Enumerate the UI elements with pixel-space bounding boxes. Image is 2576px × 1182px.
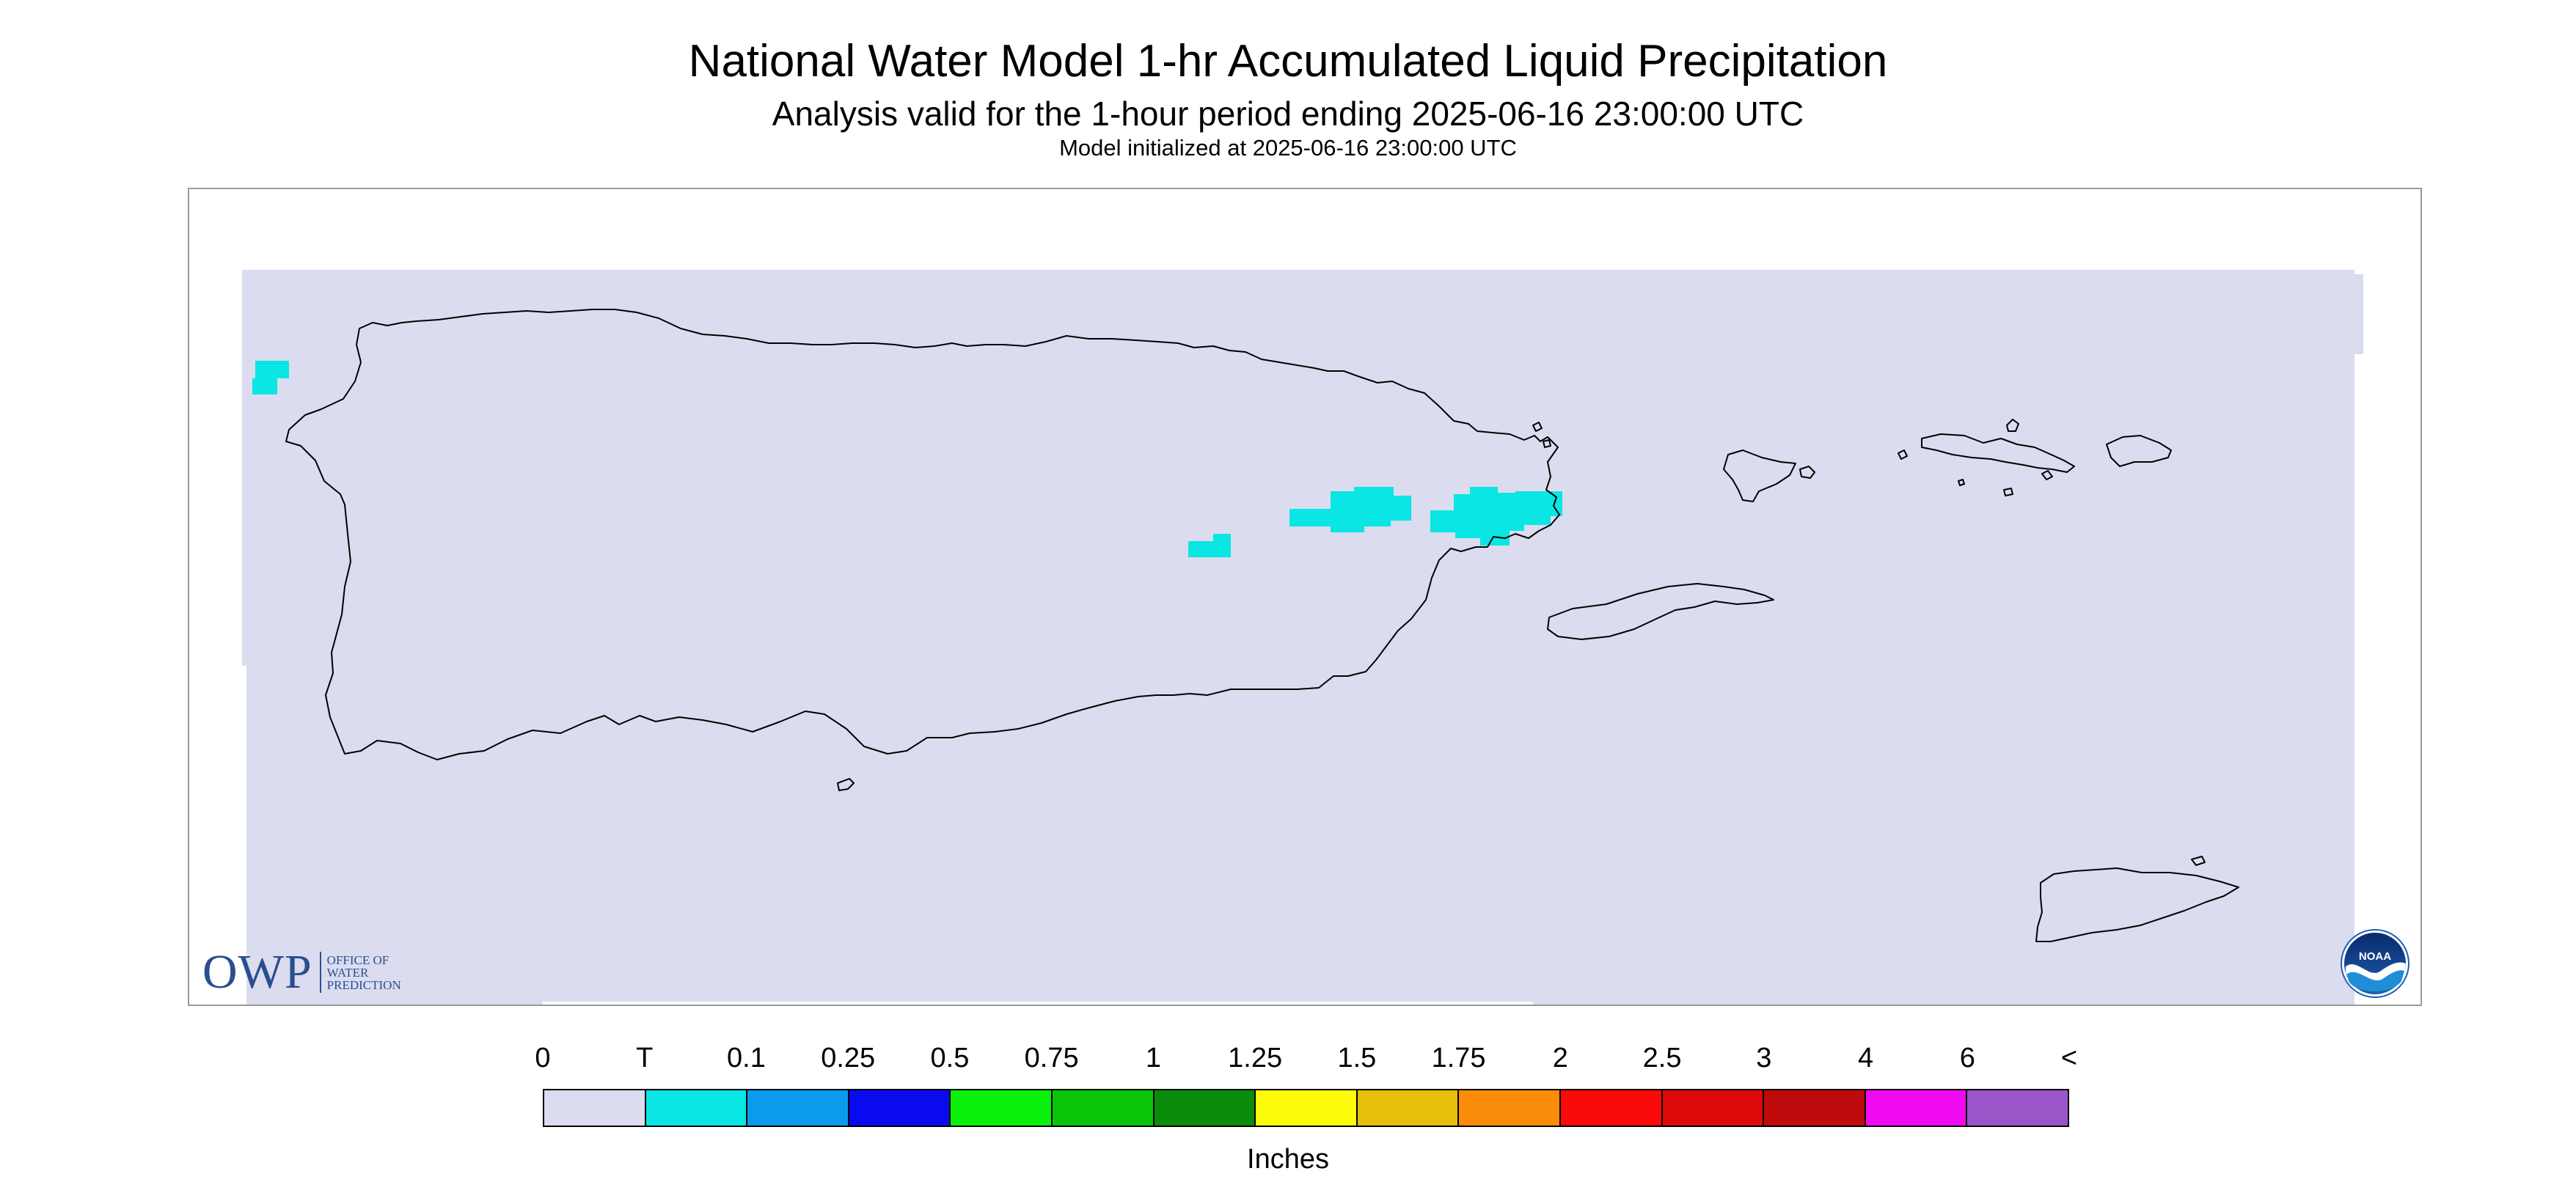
map-subtitle: Analysis valid for the 1-hour period end… [772,95,1804,133]
colorbar-tick-label: 4 [1857,1043,1874,1073]
precipitation-colorbar [543,1089,2069,1127]
colorbar-swatch [1865,1090,1968,1126]
colorbar-tick-label: 2 [1552,1043,1568,1073]
colorbar-swatch [645,1090,748,1126]
islet-coastline [1543,439,1551,448]
colorbar-swatch [1662,1090,1765,1126]
colorbar-swatch [1560,1090,1663,1126]
colorbar-tick-label: 1.75 [1431,1043,1486,1073]
colorbar-units: Inches [1247,1144,1329,1175]
mona-island-coastline [837,778,855,791]
owp-logo-divider [319,952,321,993]
noaa-logo-text: NOAA [2359,950,2391,963]
precip-cell [1430,487,1562,546]
islet-coastline [1958,479,1965,486]
colorbar-tick-label: 2.5 [1642,1043,1682,1073]
owp-logo: OWP OFFICE OF WATER PREDICTION [202,944,401,1000]
st-croix-coastline [2035,867,2239,942]
map-title: National Water Model 1-hr Accumulated Li… [688,36,1888,87]
colorbar-tick-label: 0 [535,1043,551,1073]
colorbar-swatch [1256,1090,1358,1126]
colorbar-tick-label: 1.25 [1228,1043,1283,1073]
colorbar-tick-label: 0.5 [930,1043,970,1073]
puerto-rico-coastline [285,309,1560,760]
colorbar-labels: 0 T 0.1 0.25 0.5 0.75 1 1.25 1.5 1.75 2 2.5 3 4 6 < [535,1043,2077,1079]
islet-coastline [2041,470,2053,480]
colorbar-tick-label: 0.75 [1024,1043,1079,1073]
owp-logo-line: OFFICE OF [326,952,389,967]
colorbar-tick-label: 6 [1959,1043,1975,1073]
islet-coastline [1898,449,1908,460]
colorbar-tick-label: 3 [1756,1043,1772,1073]
model-grid-area [242,270,2363,1005]
islet-coastline [2006,419,2019,432]
owp-logo-text: OFFICE OF WATER PREDICTION [327,954,401,991]
islet-coastline [1532,422,1543,432]
vieques-coastline [1547,583,1774,640]
precip-trace-areas [252,361,1562,557]
st-thomas-coastline [1921,433,2075,473]
colorbar-swatch [1459,1090,1561,1126]
precip-cell [1188,534,1231,557]
coastlines [285,309,2239,942]
colorbar-swatch [1357,1090,1460,1126]
precipitation-map [242,270,2363,1005]
colorbar-tick-label: 1.5 [1337,1043,1377,1073]
owp-logo-line: PREDICTION [326,977,401,992]
colorbar-tick-label: < [2060,1043,2078,1073]
colorbar-tick-label: 1 [1145,1043,1161,1073]
colorbar-swatch [1052,1090,1155,1126]
colorbar-tick-label: 0.25 [821,1043,876,1073]
colorbar-swatch [951,1090,1053,1126]
model-init-text: Model initialized at 2025-06-16 23:00:00… [1059,135,1517,161]
culebra-coastline [1723,449,1796,502]
colorbar-tick-label: 0.1 [727,1043,766,1073]
colorbar-swatch [1154,1090,1256,1126]
colorbar-swatch [544,1090,646,1126]
map-frame: OWP OFFICE OF WATER PREDICTION NOAA [188,188,2422,1006]
colorbar-tick-label: T [636,1043,654,1073]
st-john-coastline [2106,435,2172,467]
owp-logo-abbr: OWP [202,945,312,999]
colorbar-swatch [849,1090,951,1126]
colorbar-swatch [1967,1090,2068,1126]
precip-cell [252,361,289,394]
noaa-logo: NOAA [2341,929,2409,998]
precip-cell [1289,487,1411,532]
colorbar-swatch [747,1090,849,1126]
owp-logo-line: WATER [326,965,369,980]
colorbar-swatch [1764,1090,1866,1126]
islet-coastline [1799,466,1815,479]
islet-coastline [2003,488,2013,496]
islet-coastline [2191,856,2206,866]
